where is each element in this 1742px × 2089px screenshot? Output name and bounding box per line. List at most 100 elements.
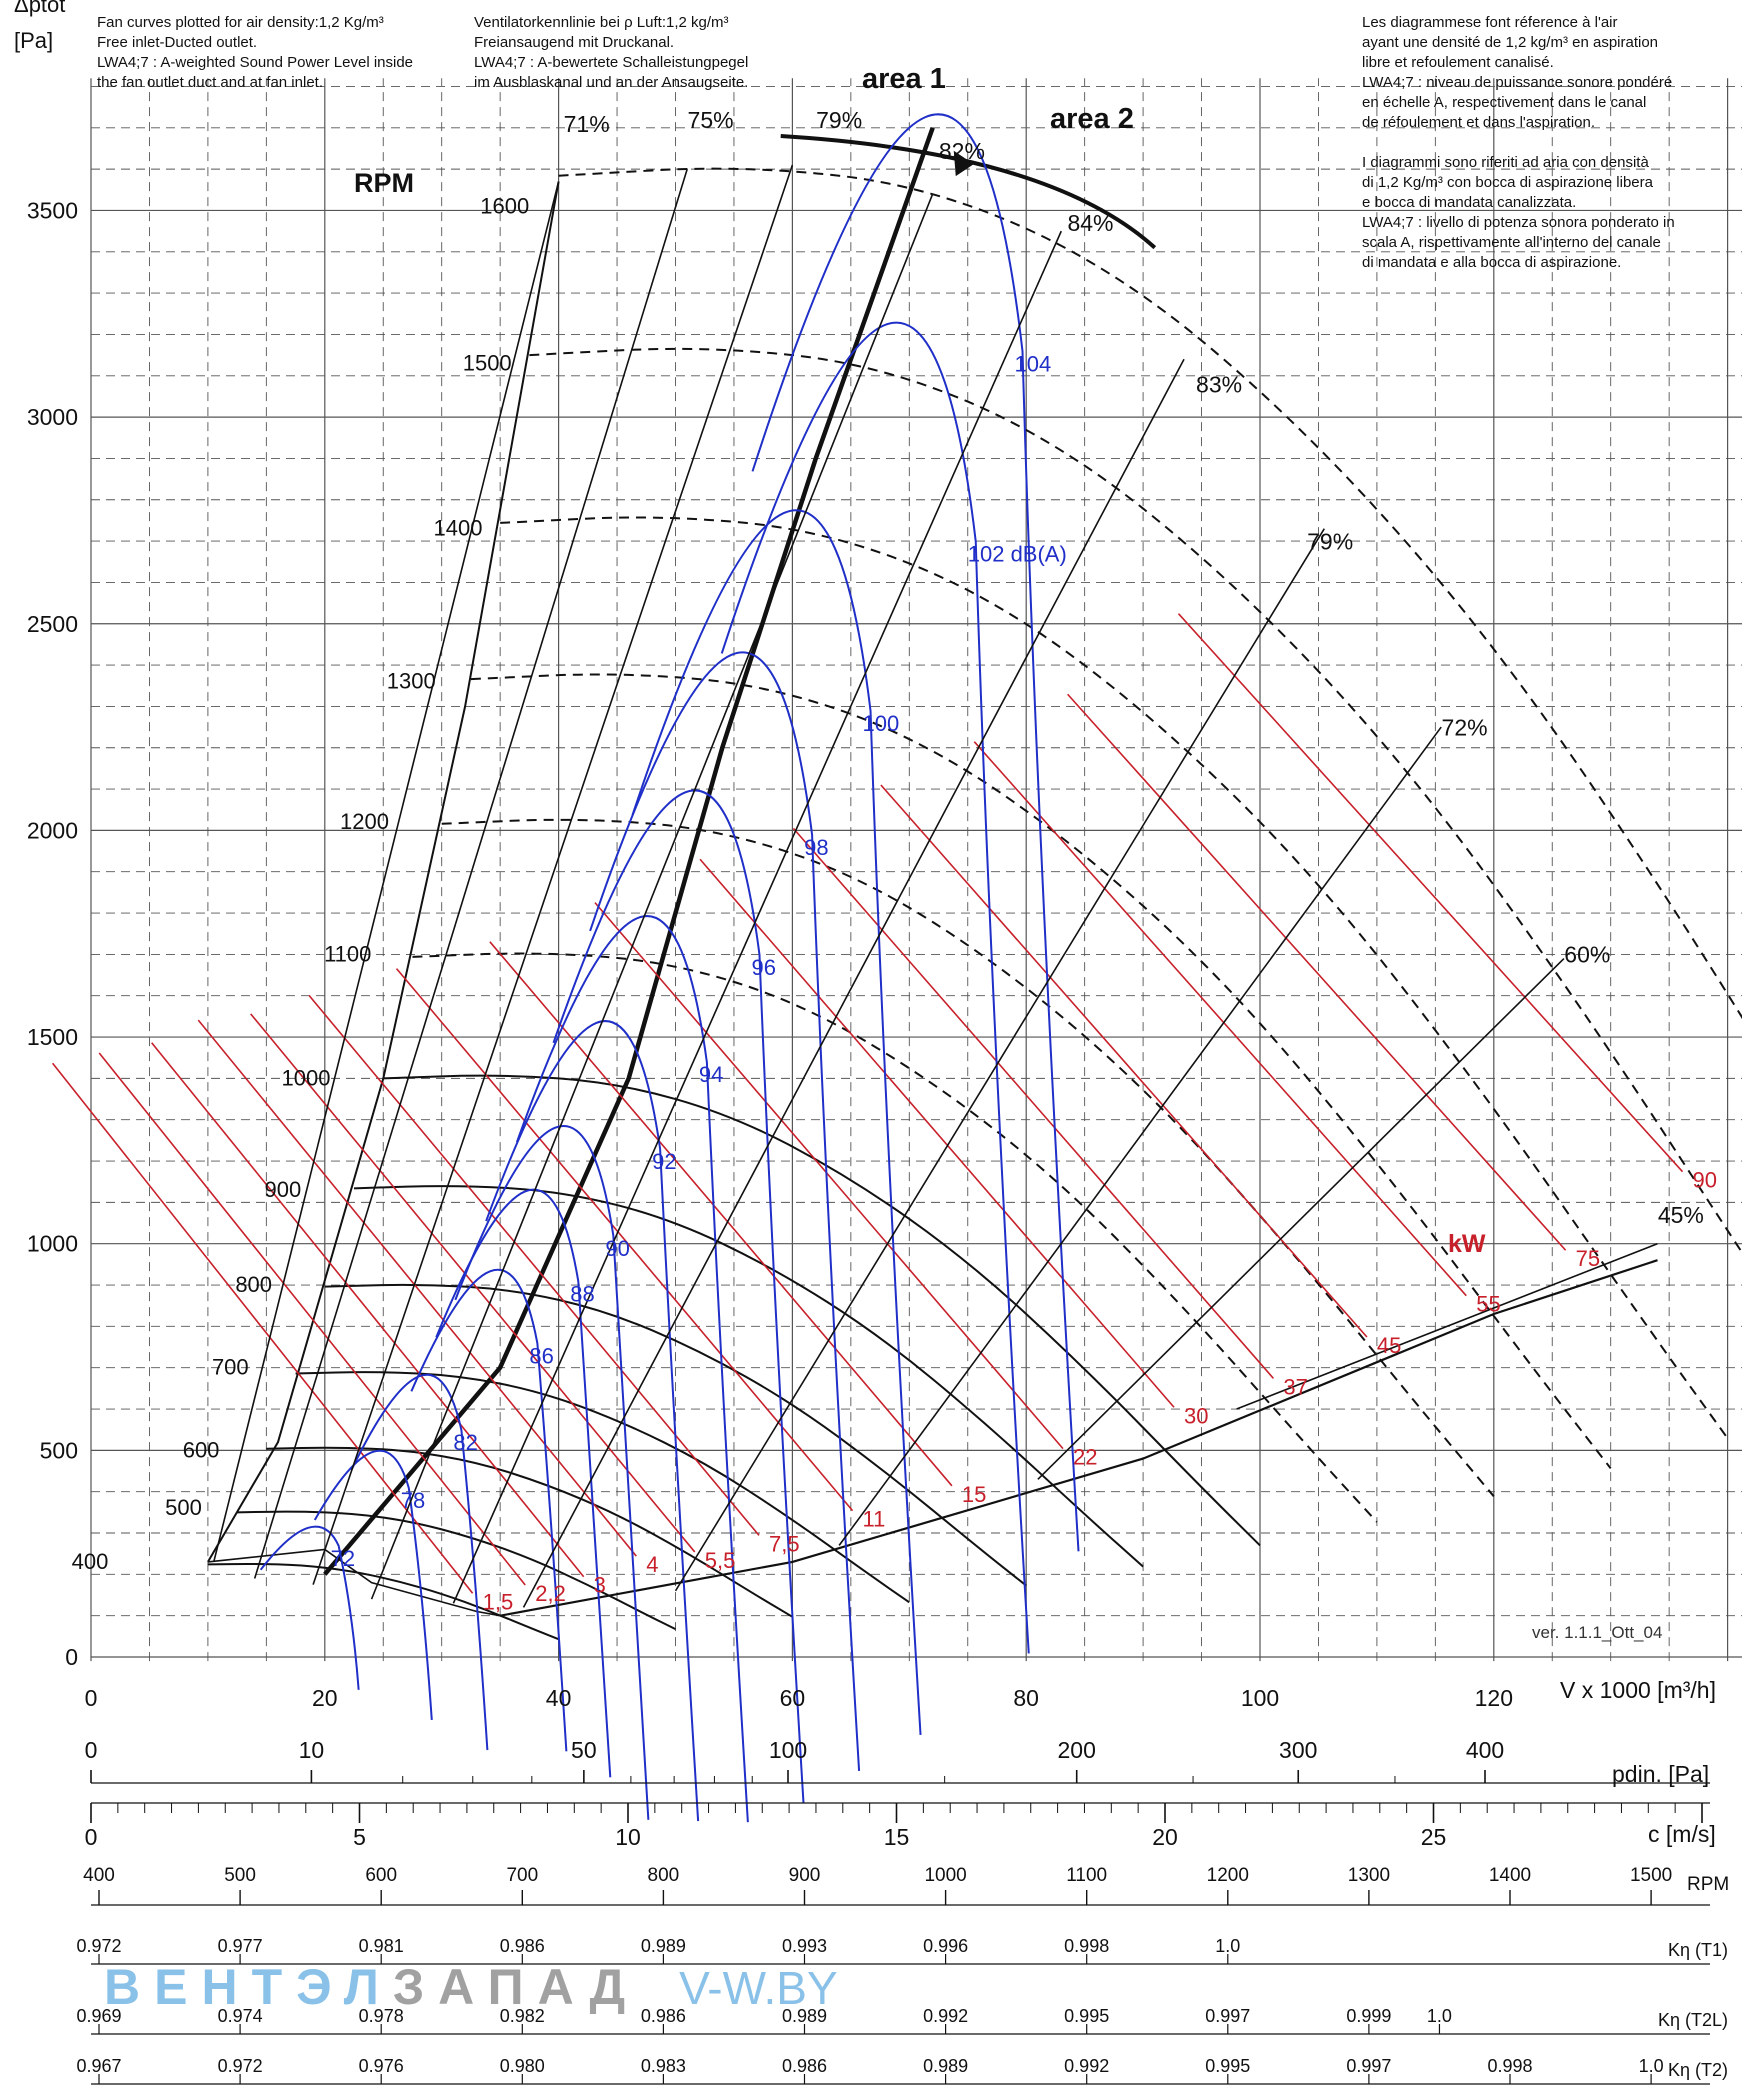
rpm-scale-tick-label: 700 [506, 1865, 538, 1886]
rpm-label-1300: 1300 [387, 669, 436, 694]
rpm-label-800: 800 [235, 1272, 272, 1297]
k-scale-value: 1.0 [1427, 2006, 1452, 2026]
power-label-5: 7,5 [769, 1531, 800, 1556]
efficiency-line-3 [370, 193, 934, 1600]
power-label-13: 75 [1576, 1246, 1600, 1271]
pdin-tick-label: 300 [1279, 1737, 1317, 1763]
k-scale-value: 0.978 [359, 2006, 404, 2026]
k-scale-value: 0.989 [641, 1936, 686, 1956]
power-label-7: 15 [962, 1482, 986, 1507]
rpm-scale-tick-label: 1100 [1066, 1865, 1107, 1886]
k-scale-value: 0.981 [359, 1936, 404, 1956]
power-label-12: 55 [1476, 1292, 1500, 1317]
rpm-curve-700 [295, 1371, 910, 1604]
y-tick-label: 500 [40, 1437, 78, 1463]
sound-label-12: 104 [1015, 351, 1052, 376]
sound-curves [259, 113, 1080, 1823]
area-2-label: area 2 [1050, 103, 1134, 135]
rpm-label-1500: 1500 [463, 350, 512, 375]
sound-curve-7 [515, 915, 749, 1823]
sound-curve-8 [552, 789, 805, 1803]
watermark-part-1: ВЕНТЭЛ [104, 1959, 393, 2015]
rpm-label-1200: 1200 [340, 809, 389, 834]
area-separator [323, 127, 935, 1576]
power-line-14 [1177, 613, 1684, 1173]
velocity-tick-label: 5 [353, 1824, 366, 1850]
k-scale-value: 0.998 [1487, 2056, 1532, 2076]
k-scale-value: 0.997 [1346, 2056, 1391, 2076]
rpm-curve-1200 [441, 818, 1495, 1497]
rpm-scale-tick-label: 900 [789, 1865, 821, 1886]
pdin-tick-label: 100 [769, 1737, 807, 1763]
power-line-8 [594, 902, 1064, 1450]
efficiency-label-1: 75% [688, 107, 734, 133]
power-line-11 [880, 784, 1368, 1338]
k-scale-label-0: Kη (T1) [1668, 1940, 1728, 1960]
kw-unit-label: kW [1448, 1230, 1486, 1258]
k-scale-value: 0.993 [782, 1936, 827, 1956]
pdin-tick-label: 200 [1058, 1737, 1096, 1763]
sound-curve-4 [435, 1188, 612, 1778]
rpm-label-1100: 1100 [324, 941, 371, 966]
rpm-label-1400: 1400 [434, 516, 483, 541]
velocity-label: c [m/s] [1648, 1821, 1716, 1847]
y-tick-label: 1000 [27, 1231, 78, 1257]
power-line-9 [699, 858, 1175, 1408]
efficiency-line-4 [452, 230, 1063, 1604]
efficiency-line-9 [1236, 1242, 1658, 1410]
k-scale-value: 0.986 [641, 2006, 686, 2026]
k-scale-value: 0.986 [500, 1936, 545, 1956]
k-scale-value: 0.995 [1064, 2006, 1109, 2026]
sound-curve-10 [631, 509, 922, 1736]
efficiency-line-8 [1037, 957, 1565, 1480]
y-tick-label: 2500 [27, 611, 78, 637]
power-line-5 [308, 994, 760, 1536]
rpm-scale-tick-label: 1300 [1348, 1865, 1390, 1886]
note-german: Ventilatorkennlinie bei ρ Luft:1,2 kg/m³… [474, 14, 749, 91]
sound-label-1: 78 [401, 1488, 425, 1513]
k-scale-value: 0.992 [1064, 2056, 1109, 2076]
efficiency-line-7 [838, 726, 1442, 1546]
k-scale-value: 0.974 [218, 2006, 263, 2026]
pdin-tick-label: 0 [85, 1737, 98, 1763]
note-english: Fan curves plotted for air density:1,2 K… [97, 14, 414, 91]
power-label-10: 37 [1283, 1374, 1307, 1399]
efficiency-label-2: 79% [816, 107, 862, 133]
power-label-4: 5,5 [705, 1548, 736, 1573]
rpm-scale-tick-label: 500 [224, 1865, 256, 1886]
power-line-12 [973, 741, 1467, 1297]
power-label-9: 30 [1184, 1403, 1208, 1428]
power-label-2: 3 [594, 1573, 606, 1598]
k-scale-value: 0.977 [218, 1936, 263, 1956]
efficiency-label-8: 60% [1564, 942, 1610, 968]
k-scale-value: 0.992 [923, 2006, 968, 2026]
y-tick-label: 3000 [27, 404, 78, 430]
power-line-3 [197, 1019, 637, 1557]
rpm-scale-tick-label: 1400 [1489, 1865, 1531, 1886]
k-scale-value: 0.986 [782, 2056, 827, 2076]
sound-curve-11 [720, 321, 1030, 1654]
lower-left-boundary [207, 1548, 501, 1617]
efficiency-line-2 [312, 164, 794, 1585]
k-scale-value: 0.976 [359, 2056, 404, 2076]
area-arrow [780, 134, 1157, 250]
sound-label-11: 102 dB(A) [968, 541, 1067, 566]
k-scale-value: 0.980 [500, 2056, 545, 2076]
k-scale-value: 0.982 [500, 2006, 545, 2026]
sound-label-0: 72 [331, 1546, 355, 1571]
bottom-limit-line [499, 1259, 1658, 1617]
rpm-label-500: 500 [165, 1495, 202, 1520]
rpm-scale-label: RPM [1687, 1874, 1729, 1895]
rpm-label-1600: 1600 [480, 193, 529, 218]
k-scale-value: 0.998 [1064, 1936, 1109, 1956]
sound-label-9: 98 [804, 835, 828, 860]
efficiency-line-0 [212, 181, 560, 1563]
k-scale-label-2: Kη (T2) [1668, 2060, 1728, 2080]
watermark: ВЕНТЭЛЗАПАД V-W.BY [104, 1958, 838, 2016]
k-scale-label-1: Kη (T2L) [1658, 2010, 1728, 2030]
rpm-curve-1100 [412, 952, 1378, 1523]
power-line-1 [98, 1052, 526, 1586]
k-scale-value: 0.989 [782, 2006, 827, 2026]
k-scale-value: 0.989 [923, 2056, 968, 2076]
